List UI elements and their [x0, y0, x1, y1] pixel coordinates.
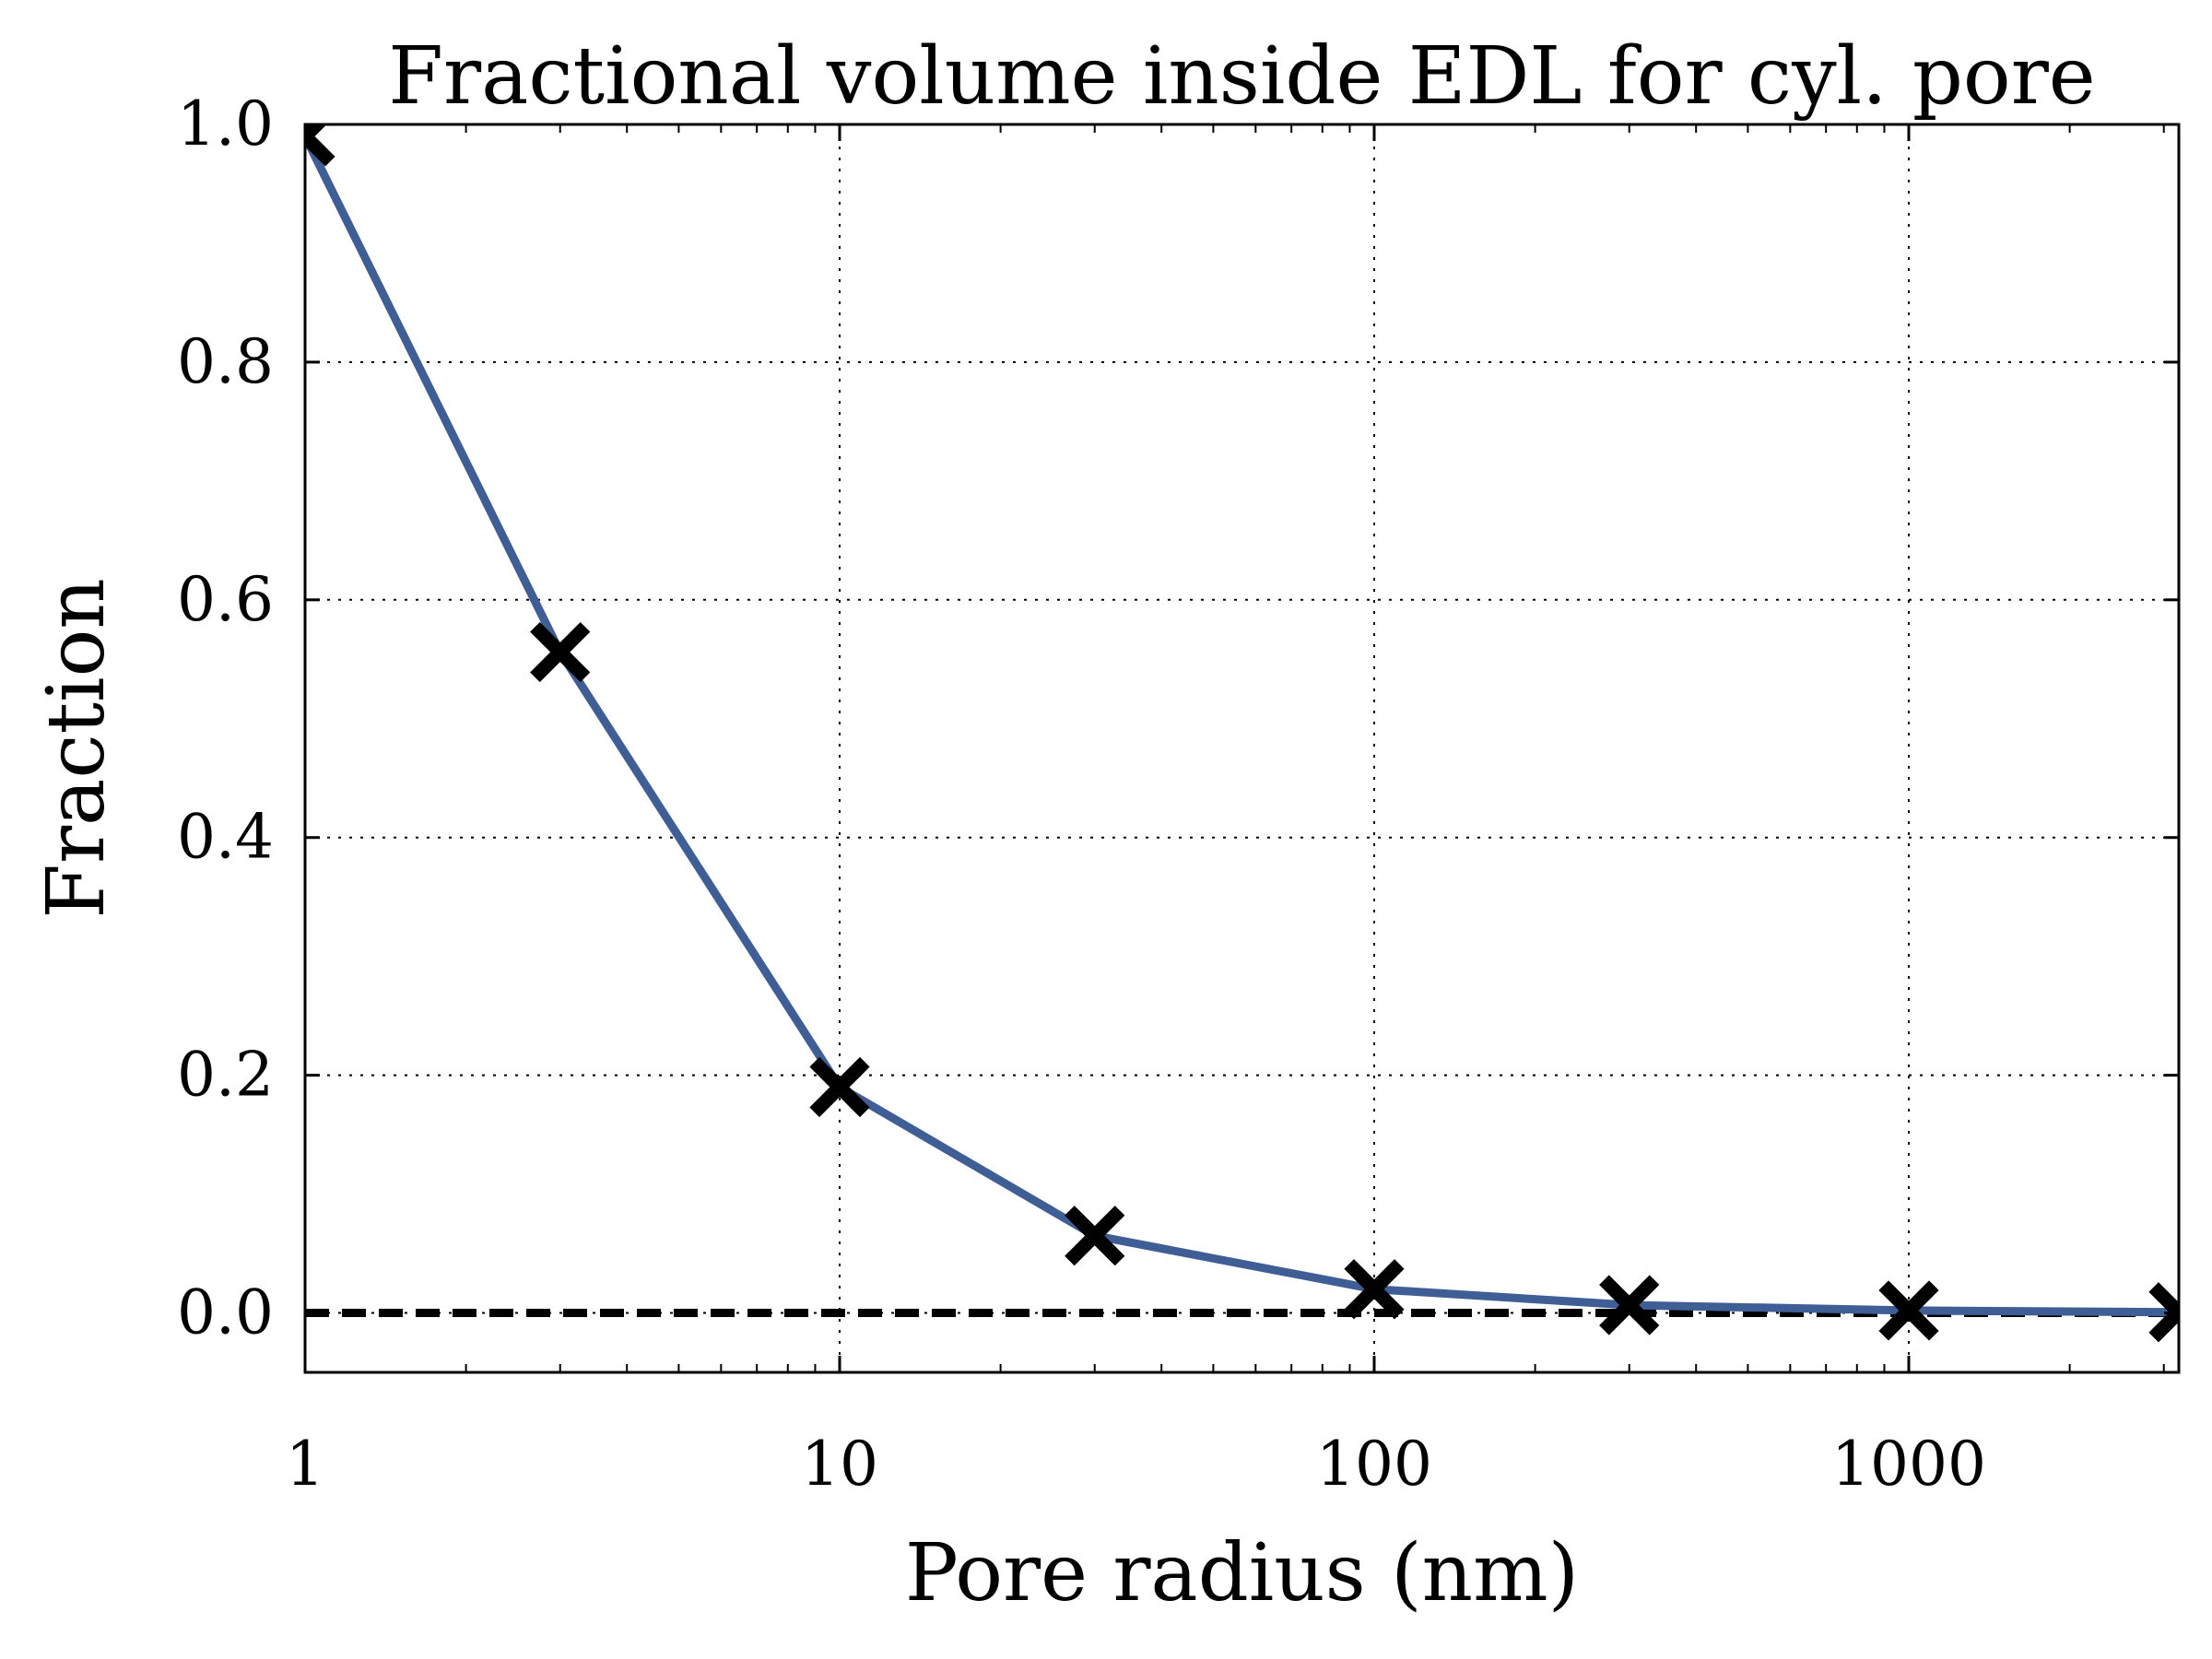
y-tick-label: 1.0: [177, 88, 274, 159]
y-tick-label: 0.0: [177, 1277, 274, 1348]
markers-layer: [305, 124, 2179, 1343]
series-line: [305, 134, 2179, 1317]
data-point-marker: [1599, 1275, 1660, 1335]
data-point-marker: [1344, 1259, 1405, 1320]
plot-frame: [303, 123, 2181, 1374]
chart-title: Fractional volume inside EDL for cyl. po…: [388, 30, 2095, 123]
x-tick-label: 1: [286, 1429, 324, 1500]
y-tick-label: 0.6: [177, 564, 274, 635]
x-tick-label: 10: [801, 1429, 878, 1500]
x-tick-label: 1000: [1831, 1429, 1986, 1500]
x-axis-label: Pore radius (nm): [905, 1527, 1579, 1619]
y-tick-label: 0.2: [177, 1040, 274, 1111]
y-tick-label: 0.8: [177, 326, 274, 397]
y-axis-label: Fraction: [30, 578, 123, 918]
x-tick-label: 100: [1316, 1429, 1432, 1500]
data-point-marker: [809, 1056, 870, 1118]
data-point-marker: [1878, 1280, 1939, 1341]
tick-labels: 0.0 0.2 0.4 0.6 0.8 1.0 1 10 100 1000: [177, 88, 2179, 1500]
series-layer: [305, 134, 2179, 1317]
data-point-marker: [530, 621, 591, 683]
data-point-marker: [305, 124, 335, 167]
y-tick-label: 0.4: [177, 802, 274, 873]
data-point-marker: [2148, 1282, 2179, 1343]
minor-ticks: [465, 124, 2165, 1372]
data-point-marker: [1065, 1206, 1125, 1266]
grid-lines: [304, 124, 2179, 1372]
